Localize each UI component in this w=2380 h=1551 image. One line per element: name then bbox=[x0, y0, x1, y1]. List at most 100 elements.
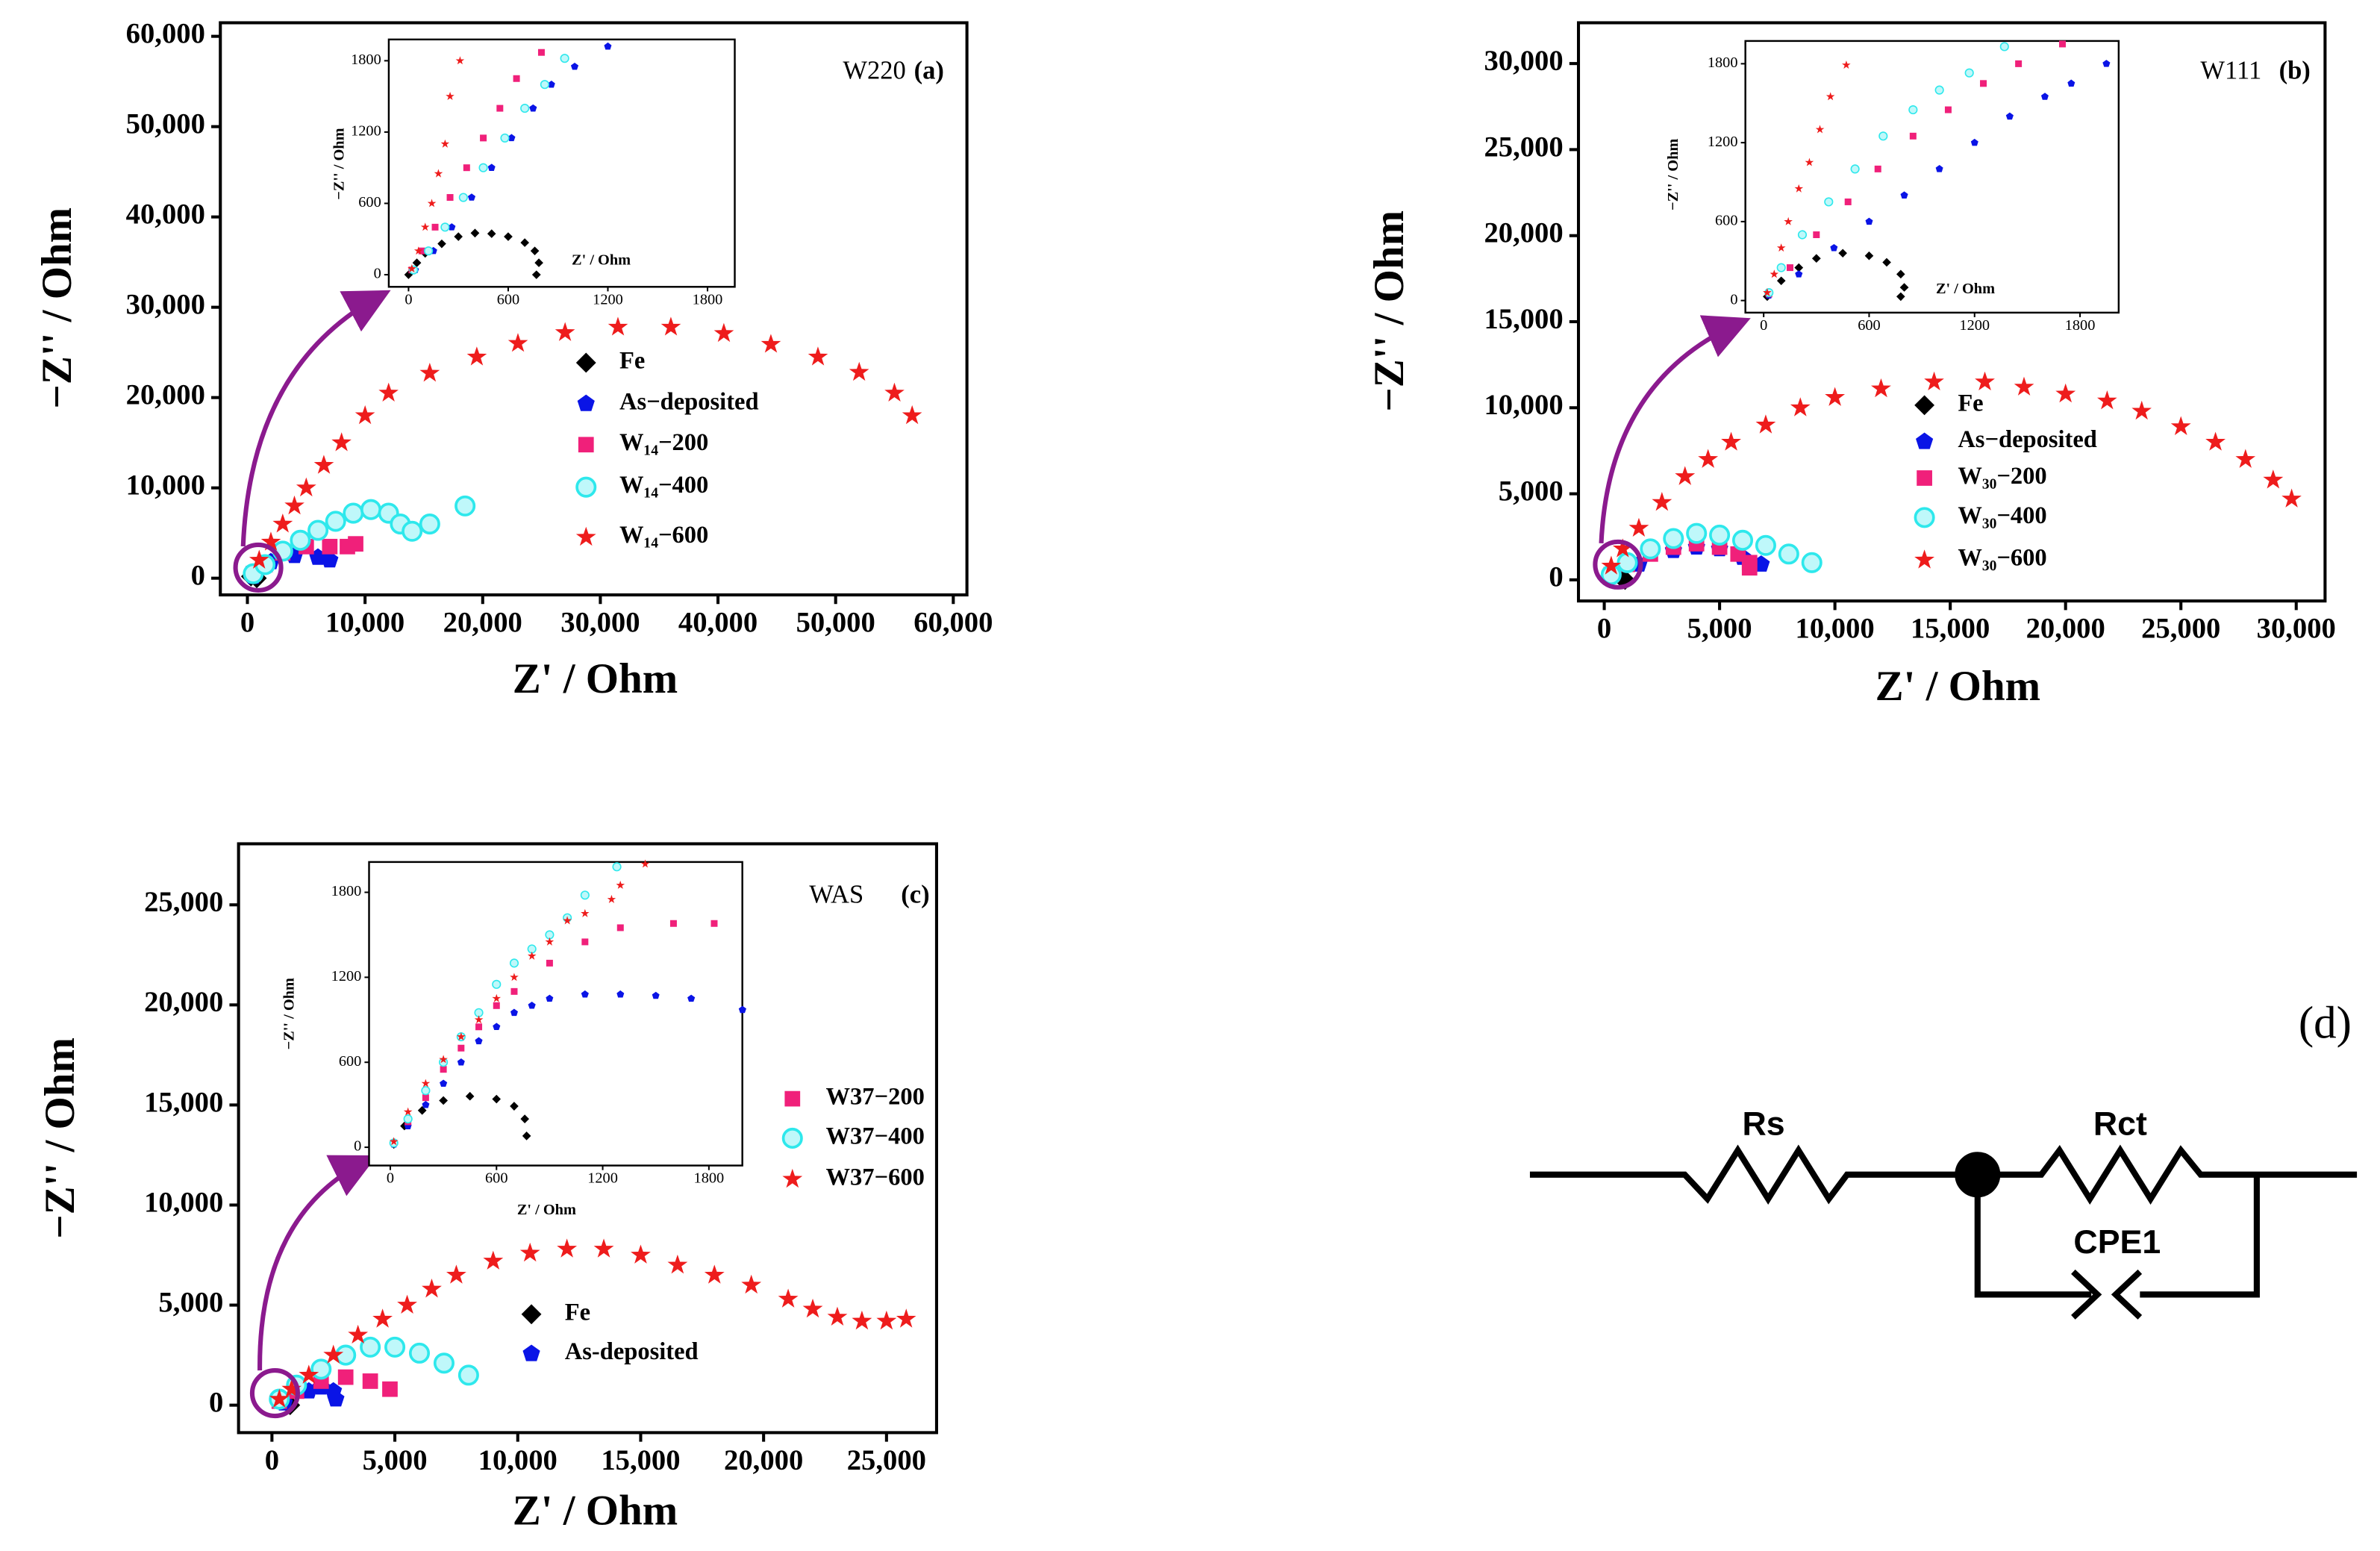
point bbox=[2205, 431, 2226, 451]
point bbox=[852, 1310, 872, 1330]
point bbox=[1934, 85, 1944, 95]
point bbox=[1825, 387, 1846, 406]
point bbox=[760, 334, 781, 353]
point bbox=[1721, 431, 1741, 451]
point bbox=[2014, 376, 2034, 396]
point bbox=[421, 1086, 431, 1096]
point bbox=[1741, 560, 1758, 576]
x-axis-label: Z' / Ohm bbox=[513, 655, 678, 702]
point bbox=[537, 49, 545, 56]
legend-label: W37−200 bbox=[826, 1084, 925, 1111]
point bbox=[372, 1308, 393, 1328]
panel-label: (d) bbox=[2299, 999, 2352, 1049]
point bbox=[507, 134, 516, 142]
legend-marker bbox=[1917, 470, 1932, 486]
point bbox=[1709, 524, 1731, 546]
y-tick-label: 0 bbox=[1730, 291, 1737, 308]
y-tick-label: 15,000 bbox=[144, 1087, 223, 1118]
point bbox=[546, 994, 554, 1002]
point bbox=[581, 990, 589, 998]
point bbox=[281, 1379, 302, 1398]
point bbox=[331, 432, 352, 452]
point bbox=[545, 937, 555, 946]
point bbox=[1844, 198, 1852, 205]
point bbox=[439, 1096, 449, 1105]
x-tick-label: 10,000 bbox=[325, 608, 405, 639]
point bbox=[407, 263, 416, 272]
point bbox=[1975, 371, 1995, 390]
point bbox=[563, 916, 572, 925]
legend-marker bbox=[577, 394, 595, 411]
point bbox=[555, 322, 575, 341]
point bbox=[403, 1107, 413, 1116]
y-tick-label: 60,000 bbox=[126, 19, 205, 50]
y-axis-label: −Z'' / Ohm bbox=[331, 128, 348, 199]
zoom-circle bbox=[233, 542, 284, 593]
y-tick-label: 1800 bbox=[1708, 54, 1738, 71]
legend-label: W₃₀−400 bbox=[1958, 502, 2046, 529]
point bbox=[2096, 390, 2117, 410]
point bbox=[608, 316, 628, 336]
point bbox=[1970, 138, 1978, 146]
x-tick-label: 1200 bbox=[1959, 317, 1990, 334]
point bbox=[422, 1279, 442, 1298]
point bbox=[348, 1324, 369, 1344]
y-axis-label: −Z'' / Ohm bbox=[37, 1037, 84, 1239]
point bbox=[2015, 60, 2023, 67]
point bbox=[337, 1369, 354, 1385]
point bbox=[510, 973, 519, 982]
point bbox=[557, 1238, 578, 1258]
point bbox=[1882, 258, 1891, 267]
point bbox=[360, 1336, 381, 1358]
point bbox=[1698, 449, 1719, 468]
legend-label: W₃₀−200 bbox=[1958, 463, 2046, 490]
annotation: WAS bbox=[809, 881, 863, 909]
point bbox=[448, 223, 456, 231]
point bbox=[560, 54, 569, 63]
point bbox=[465, 1091, 475, 1101]
legend-marker bbox=[1916, 432, 1934, 449]
y-tick-label: 0 bbox=[191, 561, 205, 592]
point bbox=[1755, 534, 1776, 556]
point bbox=[540, 80, 549, 90]
point bbox=[2055, 383, 2076, 403]
point bbox=[1841, 60, 1851, 69]
point bbox=[849, 361, 869, 381]
point bbox=[299, 1364, 319, 1384]
x-tick-label: 0 bbox=[1597, 614, 1611, 645]
point bbox=[492, 979, 502, 989]
point bbox=[384, 1336, 406, 1358]
y-tick-label: 0 bbox=[374, 266, 381, 282]
component-label: CPE1 bbox=[2073, 1224, 2161, 1261]
x-tick-label: 0 bbox=[240, 608, 254, 639]
point bbox=[507, 333, 528, 352]
point bbox=[519, 1242, 540, 1262]
point bbox=[1801, 552, 1823, 573]
point bbox=[446, 194, 454, 202]
x-tick-label: 0 bbox=[265, 1445, 279, 1476]
point bbox=[487, 163, 496, 171]
point bbox=[440, 1079, 448, 1087]
x-tick-label: 20,000 bbox=[2026, 614, 2105, 645]
point bbox=[1815, 125, 1825, 134]
point bbox=[1871, 378, 1891, 398]
legend-label: As−deposited bbox=[619, 388, 759, 415]
point bbox=[470, 228, 480, 238]
point bbox=[378, 382, 399, 402]
point bbox=[616, 880, 625, 889]
legend-label: W₃₀−600 bbox=[1958, 545, 2046, 572]
y-tick-label: 10,000 bbox=[144, 1187, 223, 1218]
point bbox=[487, 229, 496, 238]
x-tick-label: 40,000 bbox=[678, 608, 758, 639]
point bbox=[440, 139, 450, 148]
point bbox=[504, 232, 513, 241]
capacitor bbox=[2071, 1269, 2102, 1320]
point bbox=[1776, 276, 1786, 286]
legend-marker bbox=[578, 437, 594, 453]
point bbox=[467, 193, 476, 201]
point bbox=[1830, 243, 1838, 252]
point bbox=[269, 1388, 290, 1408]
point bbox=[457, 1032, 466, 1041]
point bbox=[1825, 92, 1835, 101]
point bbox=[1778, 543, 1799, 565]
